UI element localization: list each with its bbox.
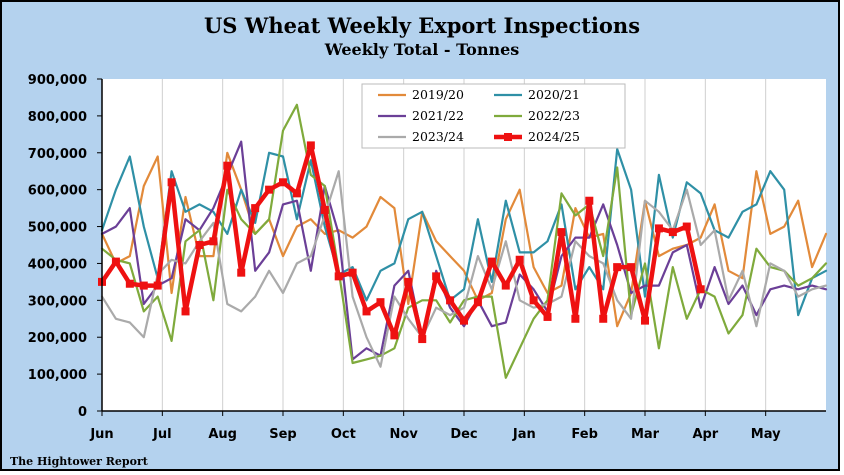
point-2024-25-33 [557,228,566,237]
source-credit: The Hightower Report [10,455,149,468]
y-tick-label-5: 500,000 [28,221,87,236]
point-2024-25-22 [404,277,413,286]
legend-label-2024-25: 2024/25 [528,129,580,144]
x-tick-label-0: Jun [89,427,113,442]
point-2024-25-6 [181,307,190,316]
x-tick-label-10: Apr [692,427,718,442]
legend-label-2023-24: 2023/24 [412,129,464,144]
point-2024-25-12 [265,185,274,194]
point-2024-25-25 [446,296,455,305]
point-2024-25-13 [279,178,287,187]
x-axis-ticks: Jun Jul Aug Sep Oct Nov Dec Jan Feb Mar Apr May [89,411,781,442]
series-line-2023-24 [100,170,828,368]
point-2024-25-5 [167,178,176,187]
point-2024-25-15 [306,141,315,150]
series-lines [98,103,828,379]
point-2024-25-43 [696,285,705,294]
legend-marker-2024-25 [504,133,512,141]
point-2024-25-32 [543,312,552,321]
point-2024-25-38 [627,263,636,272]
point-2024-25-7 [195,241,204,249]
point-2024-25-30 [515,255,524,264]
point-2024-25-24 [432,272,441,281]
point-2024-25-35 [585,196,594,205]
series-line-2022-23 [100,103,828,379]
point-2024-25-1 [111,257,120,266]
x-tick-label-2: Aug [208,427,237,442]
y-tick-label-2: 200,000 [28,331,87,346]
point-2024-25-16 [320,205,329,214]
x-tick-label-11: May [751,427,781,442]
point-2024-25-42 [682,222,691,231]
legend-label-2021-22: 2021/22 [412,108,464,123]
point-2024-25-11 [251,204,260,213]
point-2024-25-39 [641,316,649,325]
x-tick-label-1: Jul [152,427,172,442]
legend-label-2020-21: 2020/21 [528,87,580,102]
x-tick-label-8: Feb [571,427,597,442]
legend: 2019/20 2020/21 2021/22 2022/23 2023/24 2024/… [361,83,626,149]
x-tick-label-3: Sep [269,427,297,442]
x-tick-label-6: Dec [450,427,477,442]
point-2024-25-14 [292,189,301,198]
point-2024-25-17 [334,272,343,281]
point-2024-25-9 [223,161,232,170]
y-tick-label-6: 600,000 [28,184,87,199]
y-tick-label-0: 0 [78,405,87,420]
x-tick-label-7: Jan [512,427,536,442]
y-tick-label-7: 700,000 [28,147,87,162]
point-2024-25-28 [487,257,496,266]
point-2024-25-31 [529,296,538,305]
y-tick-label-3: 300,000 [28,294,87,309]
y-axis-ticks: 0 100,000 200,000 300,000 400,000 500,000 600,… [28,73,102,420]
point-2024-25-29 [501,281,510,290]
point-2024-25-41 [668,228,677,237]
point-2024-25-4 [153,281,162,290]
point-2024-25-2 [125,279,134,288]
point-2024-25-36 [599,314,608,323]
chart-subtitle: Weekly Total - Tonnes [324,40,520,59]
point-2024-25-37 [613,263,622,272]
y-tick-label-1: 100,000 [28,368,87,383]
legend-label-2022-23: 2022/23 [528,108,580,123]
point-2024-25-26 [460,316,468,325]
chart-title: US Wheat Weekly Export Inspections [204,13,640,38]
point-2024-25-21 [390,331,399,340]
legend-label-2019-20: 2019/20 [412,87,464,102]
point-2024-25-10 [237,268,246,277]
point-2024-25-8 [209,237,218,246]
y-tick-label-8: 800,000 [28,110,87,125]
y-tick-label-4: 400,000 [28,257,87,272]
x-tick-label-4: Oct [331,427,356,442]
point-2024-25-3 [139,281,148,290]
point-2024-25-40 [654,224,663,233]
point-2024-25-34 [571,314,580,323]
y-tick-label-9: 900,000 [28,73,87,88]
x-tick-label-9: Mar [631,427,660,442]
point-2024-25-20 [376,298,385,307]
point-2024-25-27 [473,298,482,307]
x-tick-label-5: Nov [390,427,419,442]
point-2024-25-23 [418,335,427,344]
point-2024-25-19 [362,307,371,316]
point-2024-25-18 [348,268,357,277]
